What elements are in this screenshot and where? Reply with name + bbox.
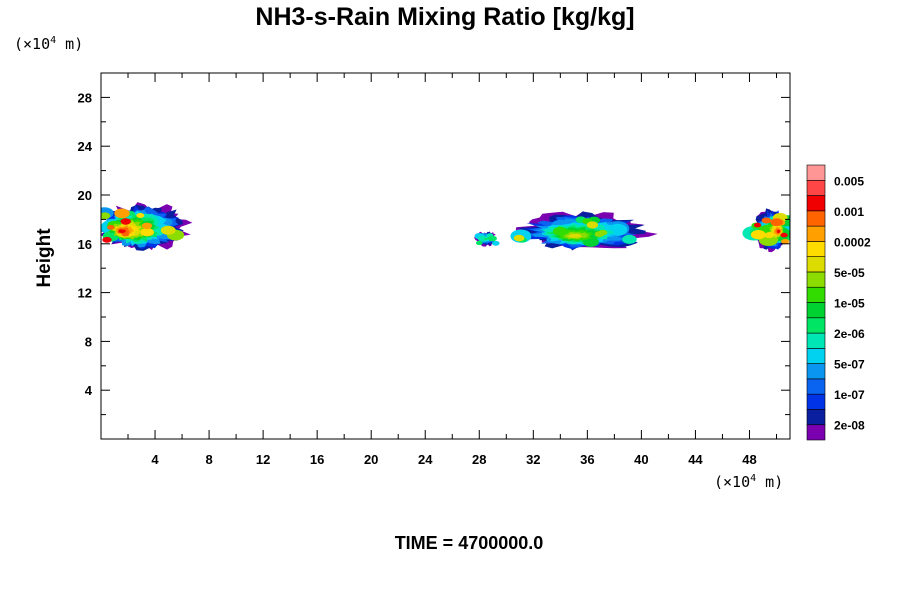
x-tick-label: 12 — [256, 452, 270, 467]
colorbar-swatch — [806, 164, 826, 181]
y-tick-label: 4 — [85, 383, 93, 398]
contour-cell — [750, 230, 766, 240]
contour-cell — [780, 232, 788, 238]
y-tick-label: 12 — [78, 286, 92, 301]
contour-level — [484, 237, 488, 241]
time-label: TIME = 4700000.0 — [395, 533, 544, 553]
contour-level — [566, 233, 583, 239]
colorbar-swatch — [806, 302, 826, 319]
contour-cell — [160, 225, 176, 235]
x-tick-label: 48 — [742, 452, 756, 467]
colorbar-label: 0.0002 — [834, 235, 871, 249]
colorbar-swatch — [806, 424, 826, 441]
contour-level — [118, 229, 127, 234]
contour-cell — [101, 212, 111, 220]
colorbar-swatch — [806, 256, 826, 273]
rain-region — [474, 231, 500, 247]
x-tick-label: 28 — [472, 452, 486, 467]
plot-area — [101, 202, 790, 253]
colorbar-swatch — [806, 393, 826, 410]
colorbar-label: 1e-05 — [834, 297, 865, 311]
colorbar: 2e-08 1e-07 5e-07 2e-06 1e-05 5e-05 0.0002 0.00… — [806, 164, 871, 441]
x-tick-label: 24 — [418, 452, 433, 467]
colorbar-swatch — [806, 409, 826, 426]
colorbar-label: 0.005 — [834, 174, 864, 188]
colorbar-label: 5e-05 — [834, 266, 865, 280]
contour-cell — [487, 235, 497, 242]
colorbar-swatch — [806, 225, 826, 242]
y-tick-label: 20 — [78, 188, 92, 203]
colorbar-swatch — [806, 195, 826, 212]
y-tick-label: 16 — [78, 237, 92, 252]
colorbar-swatch — [806, 241, 826, 257]
contour-level — [776, 229, 781, 234]
y-axis-unit: (×104 m) — [14, 35, 83, 53]
y-tick-label: 28 — [78, 90, 92, 105]
x-tick-label: 44 — [688, 452, 703, 467]
colorbar-swatch — [806, 378, 826, 395]
colorbar-label: 5e-07 — [834, 358, 865, 372]
contour-cell — [141, 222, 153, 229]
contour-cell — [513, 234, 525, 242]
contour-cell — [781, 239, 790, 244]
contour-cell — [107, 225, 115, 230]
chart-title: NH3-s-Rain Mixing Ratio [kg/kg] — [255, 3, 634, 31]
contour-cell — [140, 228, 154, 237]
colorbar-swatch — [806, 271, 826, 288]
colorbar-label: 2e-08 — [834, 419, 865, 433]
rain-region — [101, 202, 193, 251]
contour-cell — [764, 232, 775, 239]
x-tick-label: 4 — [151, 452, 159, 467]
contour-cell — [114, 208, 130, 219]
y-axis-label: Height — [34, 228, 55, 288]
colorbar-swatch — [806, 317, 826, 334]
colorbar-label: 0.001 — [834, 205, 864, 219]
contour-cell — [586, 221, 599, 229]
colorbar-swatch — [806, 286, 826, 303]
contour-cell — [761, 217, 772, 224]
colorbar-label: 1e-07 — [834, 388, 865, 402]
colorbar-swatch — [806, 363, 826, 380]
contour-cell — [753, 222, 762, 228]
y-tick-label: 24 — [78, 139, 93, 154]
contour-cell — [492, 240, 500, 246]
x-axis: 4 8 12 16 20 24 28 32 36 40 44 48 — [127, 73, 777, 467]
x-tick-label: 8 — [205, 452, 212, 467]
contour-cell — [120, 218, 131, 225]
colorbar-label: 2e-06 — [834, 327, 865, 341]
plot-frame — [100, 72, 791, 440]
rain-region — [742, 208, 790, 253]
x-axis-unit: (×104 m) — [714, 473, 783, 491]
rain-region — [510, 211, 658, 251]
x-tick-label: 40 — [634, 452, 648, 467]
contour-cell — [136, 213, 145, 218]
x-tick-label: 36 — [580, 452, 594, 467]
colorbar-swatch — [806, 210, 826, 227]
x-tick-label: 32 — [526, 452, 540, 467]
colorbar-swatch — [806, 348, 826, 364]
x-tick-label: 16 — [310, 452, 324, 467]
contour-cell — [622, 234, 637, 244]
colorbar-swatch — [806, 332, 826, 349]
y-tick-label: 8 — [85, 334, 92, 349]
contour-layer — [101, 202, 790, 253]
x-tick-label: 20 — [364, 452, 378, 467]
colorbar-swatch — [806, 179, 826, 196]
contour-cell — [102, 236, 112, 243]
contour-cell — [475, 240, 483, 246]
contour-cell — [594, 231, 604, 238]
y-axis: 4 8 12 16 20 24 28 — [78, 90, 790, 416]
contour-cell — [770, 218, 783, 227]
